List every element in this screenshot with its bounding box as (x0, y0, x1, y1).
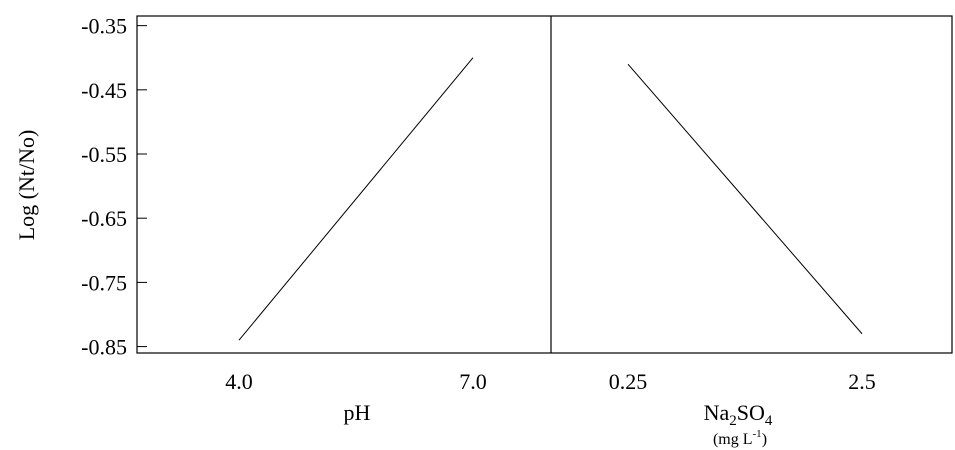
y-tick-label: -0.65 (81, 206, 127, 231)
effect-line-panel-1 (238, 57, 474, 341)
effect-line-panel-2 (627, 63, 863, 335)
y-tick-label: -0.75 (81, 270, 127, 295)
x-axis-unit-na2so4: (mg L-1) (713, 428, 767, 448)
x-axis-label-na2so4: Na2SO4 (704, 400, 773, 429)
y-tick-label: -0.55 (81, 142, 127, 167)
x-axis-label-ph: pH (344, 400, 371, 425)
x-tick-label-ph-low: 4.0 (225, 369, 253, 394)
x-tick-label-na2so4-low: 0.25 (609, 369, 648, 394)
y-axis-label: Log (Nt/No) (14, 130, 39, 241)
plot-frame (136, 15, 953, 354)
y-tick-label: -0.85 (81, 335, 127, 360)
x-tick-label-na2so4-high: 2.5 (848, 369, 876, 394)
y-tick-label: -0.45 (81, 78, 127, 103)
x-tick-label-ph-high: 7.0 (459, 369, 487, 394)
y-tick-label: -0.35 (81, 14, 127, 39)
